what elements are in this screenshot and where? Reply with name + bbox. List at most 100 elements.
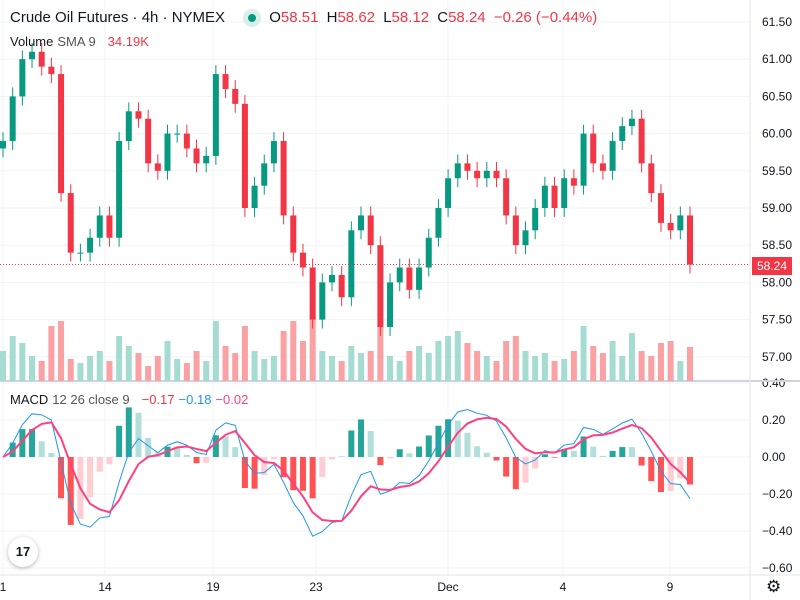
volume-bar [125, 346, 132, 381]
volume-bar [9, 336, 16, 381]
tradingview-logo[interactable]: 17 [8, 537, 38, 567]
macd-histogram-bar [599, 455, 606, 457]
candle-body [445, 178, 452, 208]
price-tick-label: 57.50 [762, 313, 792, 327]
volume-bar [19, 343, 26, 381]
macd-histogram-bar [319, 457, 326, 477]
market-status-icon [243, 9, 262, 28]
volume-bar [599, 353, 606, 381]
candle-body [222, 74, 229, 89]
macd-tick-label: 0.40 [762, 376, 786, 390]
candle-body [48, 66, 55, 75]
macd-histogram-bar [328, 457, 335, 460]
macd-histogram-bar [67, 457, 74, 525]
time-axis-label: Dec [437, 580, 458, 594]
symbol-legend: Crude Oil Futures · 4h · NYMEX O58.51 H5… [10, 9, 601, 28]
macd-histogram-bar [125, 407, 132, 457]
candle-body [251, 185, 258, 208]
candle-body [9, 96, 16, 142]
macd-histogram-bar [425, 435, 432, 457]
price-tick-label: 61.50 [762, 15, 792, 29]
candle-body [87, 237, 94, 253]
candle-body [125, 111, 132, 142]
symbol-title[interactable]: Crude Oil Futures · 4h · NYMEX [10, 9, 226, 26]
macd-histogram-bar [19, 429, 26, 457]
candle-body [406, 267, 413, 290]
macd-histogram-bar [377, 457, 384, 466]
candle-body [241, 103, 248, 208]
open-value: 58.51 [280, 9, 319, 26]
volume-bar [251, 351, 258, 381]
candle-body [522, 230, 529, 246]
macd-signal-value: −0.02 [215, 392, 249, 407]
candle-body [551, 185, 558, 208]
macd-legend[interactable]: MACD 12 26 close 9 −0.17 −0.18 −0.02 [10, 392, 252, 407]
candle-body [193, 148, 200, 164]
candle-body [174, 133, 181, 135]
volume-bar [58, 321, 65, 381]
volume-bar [106, 361, 113, 381]
macd-tick-label: −0.60 [762, 561, 793, 575]
candle-body [561, 178, 568, 208]
volume-bar [261, 359, 268, 381]
candle-body [164, 133, 171, 171]
volume-legend[interactable]: Volume SMA 9 34.19K [10, 34, 153, 49]
macd-histogram-bar [348, 430, 355, 457]
macd-histogram-bar [445, 419, 452, 457]
volume-bar [183, 363, 190, 381]
candle-body [38, 51, 45, 67]
volume-bar [474, 351, 481, 381]
volume-bar [648, 356, 655, 381]
settings-gear-icon[interactable]: ⚙ [766, 577, 782, 596]
macd-histogram-bar [280, 457, 287, 478]
macd-histogram-bar [667, 457, 674, 491]
volume-bar [154, 356, 161, 381]
candle-body [474, 170, 481, 179]
macd-histogram-bar [657, 457, 664, 492]
candle-body [135, 111, 142, 119]
candle-body [96, 215, 103, 238]
volume-bar [367, 351, 374, 381]
candle-body [638, 118, 645, 164]
macd-histogram-bar [299, 457, 306, 491]
macd-tick-label: 0.00 [762, 450, 786, 464]
candle-body [454, 163, 461, 179]
candle-body [464, 163, 471, 171]
macd-histogram-bar [493, 457, 500, 461]
high-label: H [326, 9, 338, 26]
candle-body [503, 178, 510, 216]
time-axis-label: 1 [0, 580, 7, 594]
macd-histogram-bar [203, 457, 210, 463]
volume-bar [290, 321, 297, 381]
volume-bar [174, 359, 181, 381]
macd-histogram-bar [677, 457, 684, 479]
candle-body [280, 141, 287, 216]
volume-bar [29, 356, 36, 381]
candle-body [261, 163, 268, 186]
time-axis-label: 4 [560, 580, 567, 594]
volume-bar [541, 353, 548, 381]
candle-body [154, 163, 161, 171]
macd-line-value: −0.18 [178, 392, 212, 407]
volume-bar [309, 316, 316, 381]
macd-histogram-bar [551, 457, 558, 458]
signal-line [2, 416, 691, 523]
price-tick-label: 61.00 [762, 52, 792, 66]
macd-histogram-bar [29, 429, 36, 457]
volume-bar [280, 331, 287, 381]
macd-histogram-bar [96, 457, 103, 472]
volume-bar [657, 343, 664, 381]
volume-bar [628, 333, 635, 381]
macd-histogram-bar [183, 454, 190, 457]
macd-histogram-bar [135, 412, 142, 457]
volume-bar [135, 353, 142, 381]
candle-body [328, 274, 335, 283]
macd-histogram-bar [590, 446, 597, 457]
volume-bar [464, 343, 471, 381]
close-label: C [437, 9, 449, 26]
open-label: O [269, 9, 281, 26]
volume-bar [532, 356, 539, 381]
volume-bar [299, 341, 306, 381]
candle-body [367, 215, 374, 246]
